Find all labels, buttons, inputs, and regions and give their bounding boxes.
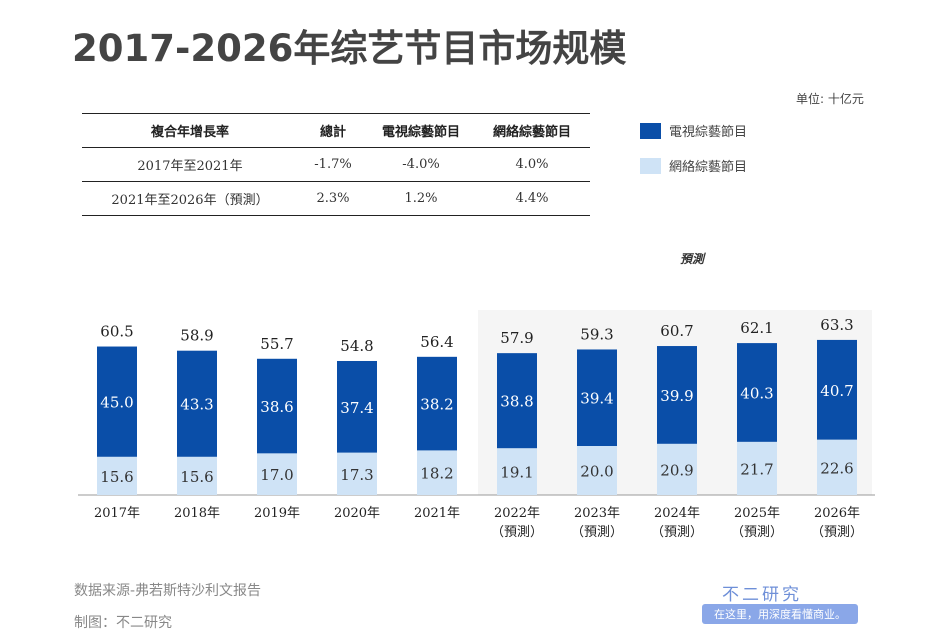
table-row: 2021年至2026年（預測） 2.3% 1.2% 4.4% — [82, 182, 590, 216]
data-label-total: 63.3 — [820, 316, 853, 334]
source-note: 数据来源-弗若斯特沙利文报告 — [74, 583, 262, 599]
data-label-total: 62.1 — [740, 319, 773, 337]
x-tick-label: 2025年 — [734, 506, 780, 521]
data-label-tv: 38.8 — [500, 393, 533, 411]
x-tick-label: （預測） — [571, 525, 623, 540]
table-cell: 4.0% — [515, 157, 549, 172]
table-cell: 1.2% — [404, 191, 438, 206]
bar-tv — [817, 339, 857, 440]
data-label-online: 22.6 — [820, 459, 853, 477]
bar-tv — [497, 353, 537, 449]
table-header-row: 複合年增長率 總計 電視綜藝節目 網絡綜藝節目 — [82, 114, 590, 148]
data-label-total: 60.5 — [100, 323, 133, 341]
data-label-online: 15.6 — [180, 468, 213, 486]
data-label-online: 21.7 — [740, 460, 773, 478]
data-label-online: 20.0 — [580, 463, 613, 481]
legend-label: 電視綜藝節目 — [669, 125, 748, 140]
x-tick-label: 2021年 — [414, 506, 460, 521]
legend-swatch — [640, 157, 661, 174]
data-label-online: 19.1 — [500, 464, 533, 482]
data-label-total: 60.7 — [660, 322, 693, 340]
unit-label: 单位: 十亿元 — [796, 92, 864, 106]
bar-online — [417, 450, 457, 495]
x-tick-label: （預測） — [651, 525, 703, 540]
table-cell: 4.4% — [515, 191, 549, 206]
bar-online — [177, 456, 217, 495]
brand-logo: 不二研究 — [722, 585, 802, 605]
legend-swatch — [640, 122, 661, 139]
bar-online — [737, 441, 777, 495]
table-cell: 2017年至2021年 — [137, 159, 243, 174]
bar-tv — [417, 356, 457, 451]
legend-item-tv: 電視綜藝節目 — [640, 121, 747, 140]
x-tick-label: 2017年 — [94, 506, 140, 521]
table-header: 複合年增長率 — [150, 125, 229, 140]
bar-online — [577, 446, 617, 495]
table-row: 2017年至2021年 -1.7% -4.0% 4.0% — [82, 148, 590, 182]
data-label-tv: 38.2 — [420, 396, 453, 414]
x-tick-label: （預測） — [491, 525, 543, 540]
bar-online — [657, 443, 697, 495]
x-tick-label: 2019年 — [254, 506, 300, 521]
bar-tv — [337, 360, 377, 453]
table-cell: 2.3% — [316, 191, 350, 206]
data-label-online: 15.6 — [100, 468, 133, 486]
data-label-tv: 37.4 — [340, 399, 373, 417]
x-tick-label: （預測） — [811, 525, 863, 540]
bar-online — [337, 452, 377, 495]
legend-item-online: 網絡綜藝節目 — [640, 156, 747, 175]
x-tick-label: 2023年 — [574, 506, 620, 521]
data-label-total: 57.9 — [500, 329, 533, 347]
data-label-total: 55.7 — [260, 335, 293, 353]
brand-slogan: 在这里，用深度看懂商业。 — [702, 604, 858, 624]
bar-tv — [177, 350, 217, 457]
bar-tv — [577, 349, 617, 446]
data-label-total: 54.8 — [340, 337, 373, 355]
x-tick-label: 2026年 — [814, 506, 860, 521]
data-label-tv: 39.9 — [660, 387, 693, 405]
data-label-tv: 40.3 — [740, 384, 773, 402]
data-label-online: 20.9 — [660, 461, 693, 479]
data-label-tv: 45.0 — [100, 394, 133, 412]
table-header: 電視綜藝節目 — [381, 125, 460, 140]
data-label-tv: 40.7 — [820, 382, 853, 400]
data-label-tv: 43.3 — [180, 396, 213, 414]
data-label-tv: 39.4 — [580, 390, 613, 408]
x-tick-label: 2020年 — [334, 506, 380, 521]
forecast-label: 預測 — [680, 252, 705, 266]
bar-online — [257, 453, 297, 495]
data-label-total: 58.9 — [180, 327, 213, 345]
table-header: 網絡綜藝節目 — [492, 125, 571, 140]
data-label-online: 17.0 — [260, 466, 293, 484]
x-tick-label: 2024年 — [654, 506, 700, 521]
bar-tv — [257, 358, 297, 454]
x-tick-label: 2018年 — [174, 506, 220, 521]
table-cell: -4.0% — [402, 157, 440, 172]
bar-tv — [737, 343, 777, 442]
cagr-table: 複合年增長率 總計 電視綜藝節目 網絡綜藝節目 2017年至2021年 -1.7… — [82, 113, 590, 216]
bar-online — [817, 439, 857, 495]
table-cell: -1.7% — [314, 157, 352, 172]
maker-note: 制图：不二研究 — [74, 615, 172, 631]
x-tick-label: 2022年 — [494, 506, 540, 521]
table-cell: 2021年至2026年（預測） — [111, 193, 269, 208]
bar-online — [97, 456, 137, 495]
data-label-tv: 38.6 — [260, 398, 293, 416]
bar-tv — [657, 346, 697, 444]
data-label-total: 56.4 — [420, 333, 453, 351]
data-label-online: 17.3 — [340, 466, 373, 484]
bar-online — [497, 448, 537, 495]
table-header: 總計 — [319, 125, 346, 140]
x-tick-label: （預測） — [731, 525, 783, 540]
data-label-online: 18.2 — [420, 465, 453, 483]
legend-label: 網絡綜藝節目 — [669, 160, 748, 175]
bar-tv — [97, 346, 137, 457]
data-label-total: 59.3 — [580, 325, 613, 343]
page-title: 2017-2026年综艺节目市场规模 — [72, 27, 627, 70]
